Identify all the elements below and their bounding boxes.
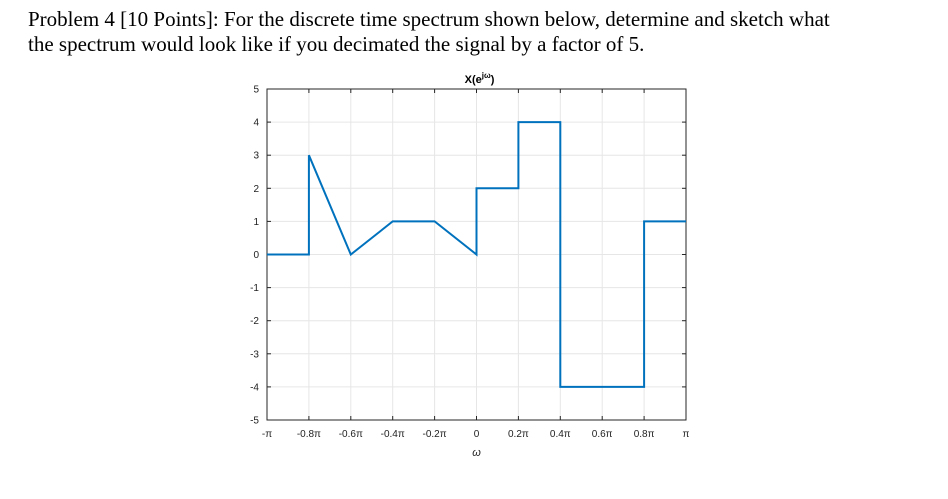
x-tick-label: 0.2π: [508, 429, 529, 440]
x-tick-label: -0.2π: [423, 429, 447, 440]
y-tick-label: -1: [250, 283, 259, 294]
series-layer: [267, 121, 686, 388]
y-tick-label: 1: [253, 217, 259, 228]
y-tick-label: -5: [250, 416, 259, 427]
chart-title-base: X(e: [465, 74, 482, 86]
y-tick-label: 2: [253, 184, 259, 195]
y-tick-label: 4: [253, 118, 259, 129]
y-tick-label: -3: [250, 349, 259, 360]
y-tick-label: -2: [250, 316, 259, 327]
x-tick-label: 0: [474, 429, 480, 440]
x-axis-label: ω: [472, 447, 481, 459]
chart-title: X(ejω): [465, 71, 495, 86]
y-tick-label: 3: [253, 151, 259, 162]
chart-title-end: ): [491, 74, 495, 86]
ticks: -π -0.8π -0.6π -0.4π -0.2π 0 0.2π 0.4π 0.6π 0.8π π…: [250, 85, 689, 441]
y-tick-label: -4: [250, 382, 259, 393]
x-tick-label: -0.6π: [339, 429, 363, 440]
y-tick-label: 5: [253, 85, 259, 96]
chart-title-superscript: jω: [481, 71, 491, 80]
problem-statement: Problem 4 [10 Points]: For the discrete …: [28, 7, 928, 57]
x-tick-label: -π: [262, 429, 272, 440]
x-tick-label: 0.8π: [634, 429, 655, 440]
problem-line-2: the spectrum would look like if you deci…: [28, 32, 645, 56]
problem-line-1: Problem 4 [10 Points]: For the discrete …: [28, 7, 830, 31]
x-tick-label: 0.6π: [592, 429, 613, 440]
x-tick-label: -0.8π: [297, 429, 321, 440]
x-tick-label: 0.4π: [550, 429, 571, 440]
x-tick-label: -0.4π: [381, 429, 405, 440]
y-tick-label: 0: [253, 250, 259, 261]
series-line-0: [267, 121, 686, 388]
x-tick-label: π: [683, 429, 690, 440]
